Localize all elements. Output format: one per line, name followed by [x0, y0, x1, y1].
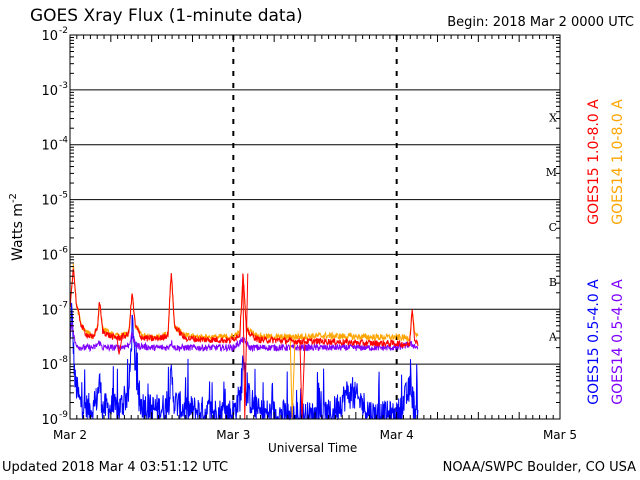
- y-tick-label: 10: [41, 139, 58, 154]
- legend-item: GOES14 0.5-4.0 A: [610, 279, 626, 405]
- y-tick-label: 10: [41, 248, 58, 263]
- y-tick-exponent: -9: [59, 410, 68, 420]
- y-tick-exponent: -3: [59, 81, 68, 91]
- y-tick-exponent: -5: [59, 191, 68, 201]
- y-tick-labels: 10-210-310-410-510-610-710-810-9: [41, 26, 68, 428]
- chart-title: GOES Xray Flux (1-minute data): [30, 6, 303, 26]
- flare-class-label: X: [549, 111, 557, 124]
- flare-class-label: A: [548, 331, 558, 344]
- y-tick-exponent: -6: [59, 245, 68, 255]
- y-tick-label: 10: [41, 303, 58, 318]
- legend-item: GOES15 1.0-8.0 A: [586, 99, 602, 225]
- y-tick-exponent: -4: [59, 136, 68, 146]
- y-tick-label: 10: [41, 358, 58, 373]
- y-axis-label: Watts m-2: [8, 193, 26, 261]
- y-tick-exponent: -7: [59, 300, 68, 310]
- x-tick-label: Mar 3: [216, 428, 250, 442]
- y-tick-label: 10: [41, 29, 58, 44]
- begin-timestamp: Begin: 2018 Mar 2 0000 UTC: [447, 15, 634, 30]
- y-tick-label: 10: [41, 194, 58, 209]
- flare-class-labels: X M C B A: [546, 111, 558, 343]
- y-tick-exponent: -2: [59, 26, 68, 36]
- flare-class-label: B: [549, 276, 557, 289]
- y-tick-label: 10: [41, 84, 58, 99]
- x-tick-label: Mar 2: [53, 428, 87, 442]
- grid-lines: [70, 89, 560, 365]
- credit-line: NOAA/SWPC Boulder, CO USA: [442, 460, 636, 475]
- day-separators: [232, 35, 398, 419]
- legend-item: GOES15 0.5-4.0 A: [586, 279, 602, 405]
- series-dropout: [116, 337, 123, 355]
- y-tick-label: 10: [41, 413, 58, 428]
- y-axis-label-group: Watts m-2: [8, 193, 26, 261]
- x-tick-label: Mar 5: [543, 428, 577, 442]
- legend-item: GOES14 1.0-8.0 A: [610, 99, 626, 225]
- x-tick-label: Mar 4: [380, 428, 414, 442]
- x-tick-labels: Mar 2 Mar 3 Mar 4 Mar 5: [53, 428, 577, 442]
- x-axis-label: Universal Time: [268, 441, 358, 455]
- series-line: [69, 268, 419, 348]
- flare-class-label: C: [549, 221, 557, 234]
- updated-timestamp: Updated 2018 Mar 4 03:51:12 UTC: [2, 460, 229, 475]
- legend: GOES15 1.0-8.0 A GOES14 1.0-8.0 A GOES15 0…: [586, 99, 626, 405]
- plot-frame: [69, 34, 561, 420]
- y-tick-exponent: -8: [59, 355, 68, 365]
- flare-class-label: M: [546, 166, 557, 179]
- tick-marks: [70, 35, 560, 419]
- series-group: [69, 263, 419, 421]
